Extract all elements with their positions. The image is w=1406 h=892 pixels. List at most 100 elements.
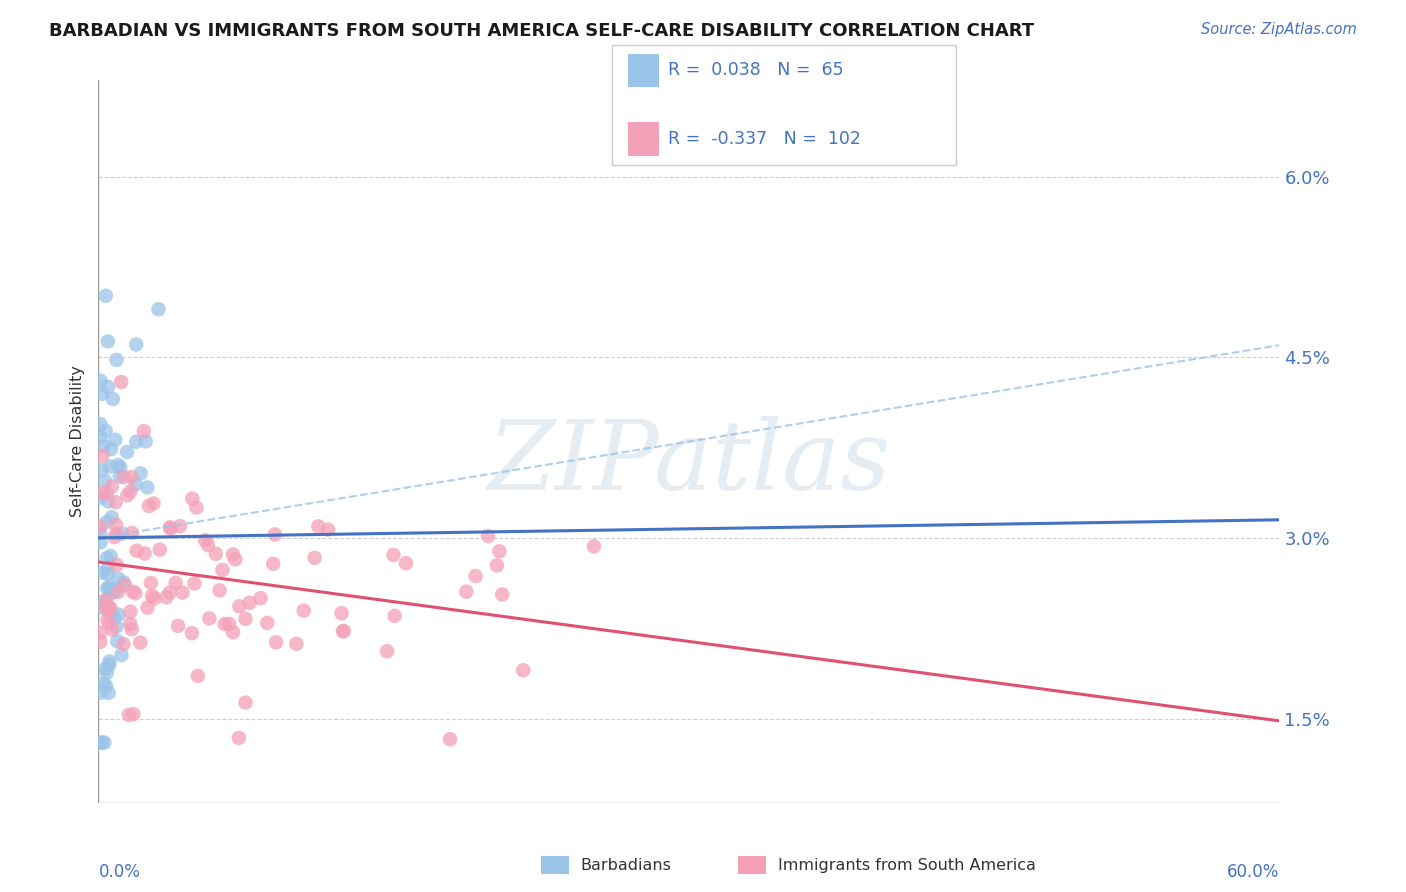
Point	[332, 624, 354, 639]
Point	[235, 696, 257, 710]
Point	[155, 591, 177, 605]
Y-axis label: Self-Care Disability: Self-Care Disability	[70, 366, 86, 517]
Point	[125, 477, 148, 491]
Point	[93, 601, 115, 615]
Point	[395, 556, 418, 570]
Point	[167, 619, 190, 633]
Point	[105, 526, 128, 541]
Point	[93, 439, 115, 453]
Point	[121, 470, 143, 484]
Point	[129, 467, 152, 481]
Point	[97, 561, 120, 575]
Point	[316, 523, 339, 537]
Point	[333, 624, 356, 638]
Point	[97, 599, 120, 614]
Point	[120, 617, 142, 632]
Point	[292, 604, 315, 618]
Point	[97, 686, 120, 700]
Text: Source: ZipAtlas.com: Source: ZipAtlas.com	[1201, 22, 1357, 37]
Point	[456, 584, 478, 599]
Point	[94, 474, 117, 488]
Point	[256, 615, 278, 630]
Point	[136, 600, 159, 615]
Point	[105, 558, 128, 572]
Point	[582, 539, 605, 553]
Point	[101, 623, 124, 637]
Point	[107, 572, 129, 586]
Point	[112, 575, 135, 590]
Point	[491, 587, 513, 601]
Point	[169, 519, 191, 533]
Point	[96, 566, 118, 581]
Point	[208, 583, 231, 598]
Point	[125, 337, 148, 351]
Point	[98, 657, 121, 672]
Point	[165, 575, 187, 590]
Point	[187, 669, 209, 683]
Point	[307, 519, 329, 533]
Point	[100, 549, 122, 563]
Point	[149, 542, 172, 557]
Point	[181, 491, 204, 506]
Point	[262, 557, 284, 571]
Point	[100, 480, 122, 494]
Point	[125, 434, 148, 449]
Point	[104, 582, 127, 597]
Point	[214, 617, 236, 632]
Point	[304, 550, 326, 565]
Point	[138, 499, 160, 513]
Text: ZIPatlas: ZIPatlas	[488, 417, 890, 510]
Point	[228, 599, 250, 614]
Point	[89, 417, 111, 431]
Point	[132, 424, 155, 438]
Point	[112, 637, 135, 651]
Point	[120, 484, 142, 499]
Point	[139, 575, 162, 590]
Point	[96, 551, 118, 566]
Text: R =  0.038   N =  65: R = 0.038 N = 65	[668, 62, 844, 79]
Point	[141, 589, 163, 603]
Point	[107, 607, 129, 622]
Point	[249, 591, 271, 606]
Point	[194, 533, 217, 548]
Point	[97, 334, 120, 349]
Point	[186, 500, 208, 515]
Point	[183, 576, 205, 591]
Point	[107, 458, 129, 472]
Point	[89, 374, 111, 388]
Point	[96, 613, 118, 627]
Point	[91, 486, 114, 500]
Point	[91, 386, 114, 401]
Point	[98, 459, 121, 474]
Text: R =  -0.337   N =  102: R = -0.337 N = 102	[668, 130, 860, 148]
Text: BARBADIAN VS IMMIGRANTS FROM SOUTH AMERICA SELF-CARE DISABILITY CORRELATION CHAR: BARBADIAN VS IMMIGRANTS FROM SOUTH AMERI…	[49, 22, 1035, 40]
Text: Barbadians: Barbadians	[581, 858, 672, 872]
Point	[143, 591, 166, 606]
Point	[122, 707, 145, 722]
Text: Immigrants from South America: Immigrants from South America	[778, 858, 1035, 872]
Point	[89, 625, 111, 640]
Point	[114, 578, 136, 592]
Point	[105, 620, 128, 634]
Point	[235, 612, 257, 626]
Point	[110, 648, 132, 662]
Point	[135, 434, 157, 449]
Point	[108, 469, 131, 483]
Point	[142, 496, 165, 510]
Point	[263, 527, 285, 541]
Point	[97, 600, 120, 615]
Point	[125, 543, 148, 558]
Point	[98, 616, 121, 631]
Point	[464, 569, 486, 583]
Point	[382, 548, 405, 562]
Point	[136, 480, 159, 494]
Point	[94, 424, 117, 438]
Point	[118, 707, 141, 722]
Point	[485, 558, 508, 573]
Point	[264, 635, 287, 649]
Point	[110, 375, 132, 389]
Point	[222, 625, 245, 640]
Point	[91, 449, 114, 463]
Point	[101, 510, 124, 524]
Point	[94, 600, 117, 615]
